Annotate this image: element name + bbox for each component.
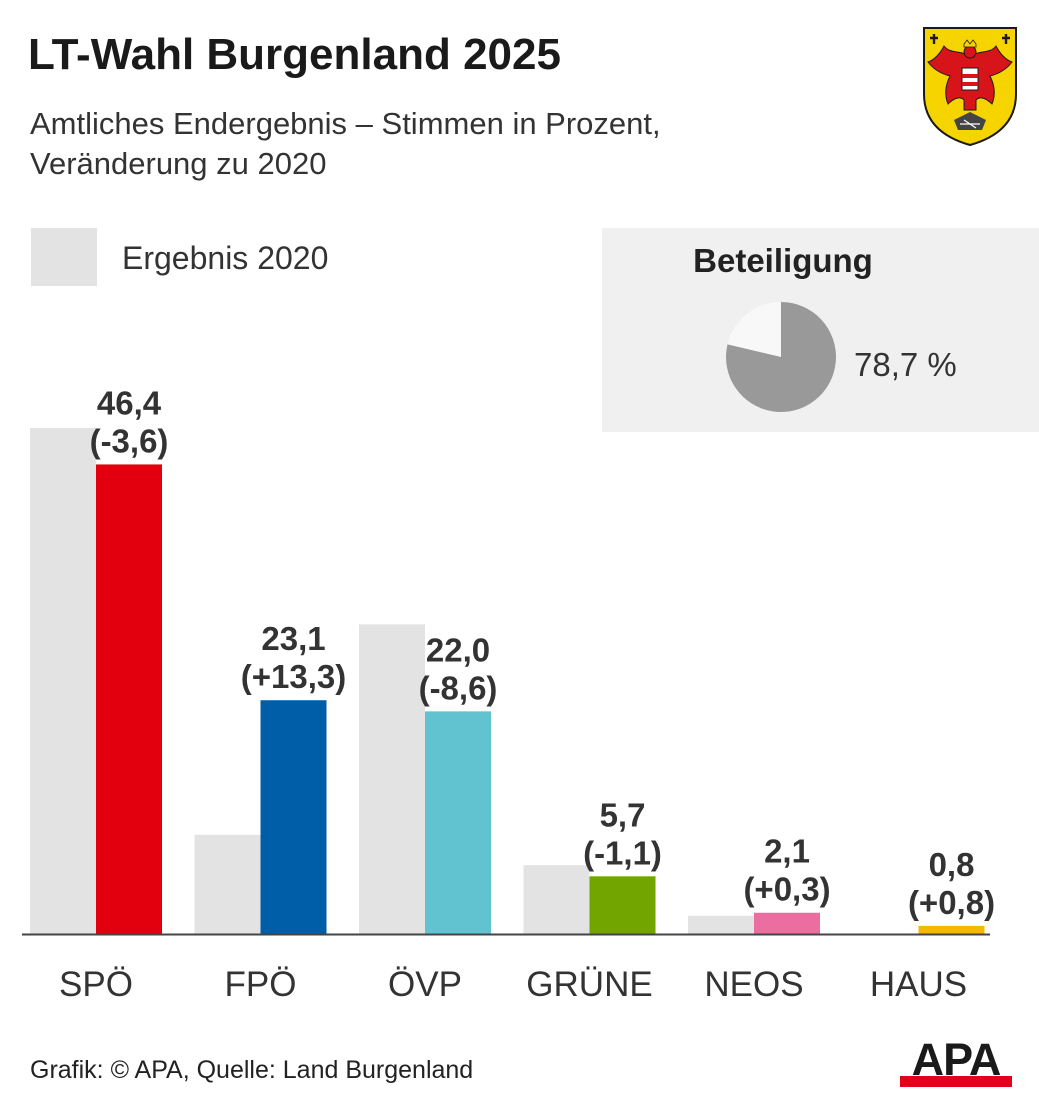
change-label-spö: (-3,6)	[90, 422, 169, 459]
turnout-pie-fill	[726, 302, 836, 412]
change-label-haus: (+0,8)	[908, 884, 995, 921]
value-label-grüne: 5,7	[600, 796, 646, 833]
legend-swatch-2020	[31, 228, 97, 286]
bar-2025-grüne	[589, 876, 656, 934]
legend-label-2020: Ergebnis 2020	[122, 240, 329, 276]
category-label-spö: SPÖ	[59, 965, 133, 1004]
value-label-spö: 46,4	[97, 384, 162, 421]
turnout-panel: Beteiligung 78,7 %	[602, 228, 1039, 432]
category-label-haus: HAUS	[870, 965, 967, 1004]
change-label-neos: (+0,3)	[743, 871, 830, 908]
source-note: Grafik: © APA, Quelle: Land Burgenland	[30, 1056, 474, 1084]
bar-2025-spö	[96, 464, 162, 934]
turnout-title: Beteiligung	[693, 242, 873, 279]
value-label-övp: 22,0	[426, 631, 490, 668]
bar-2020-neos	[688, 915, 754, 934]
change-label-övp: (-8,6)	[419, 669, 498, 706]
bar-2025-fpö	[260, 700, 327, 934]
change-label-grüne: (-1,1)	[583, 834, 662, 871]
bar-2025-haus	[918, 925, 985, 934]
bar-2020-övp	[359, 624, 425, 934]
category-label-grüne: GRÜNE	[526, 965, 652, 1004]
chart-title: LT-Wahl Burgenland 2025	[28, 30, 561, 79]
bar-2020-spö	[30, 428, 96, 934]
bar-2025-övp	[425, 711, 491, 934]
value-label-haus: 0,8	[929, 846, 975, 883]
apa-logo-bar	[900, 1076, 1012, 1087]
subtitle-line-1: Amtliches Endergebnis – Stimmen in Proze…	[30, 106, 661, 141]
chart-subtitle: Amtliches Endergebnis – Stimmen in Proze…	[30, 104, 661, 184]
apa-logo: APA	[900, 1034, 1012, 1088]
value-label-neos: 2,1	[764, 833, 810, 870]
subtitle-line-2: Veränderung zu 2020	[30, 146, 327, 181]
bar-2020-grüne	[523, 865, 590, 934]
category-label-övp: ÖVP	[388, 965, 462, 1004]
bar-2025-neos	[754, 912, 820, 934]
burgenland-coat-of-arms-icon	[923, 27, 1017, 147]
category-label-neos: NEOS	[704, 965, 803, 1004]
turnout-value: 78,7 %	[854, 346, 957, 383]
bar-2020-fpö	[194, 834, 261, 934]
category-label-fpö: FPÖ	[225, 965, 297, 1004]
change-label-fpö: (+13,3)	[241, 658, 346, 695]
value-label-fpö: 23,1	[261, 620, 325, 657]
turnout-pie	[726, 302, 836, 412]
